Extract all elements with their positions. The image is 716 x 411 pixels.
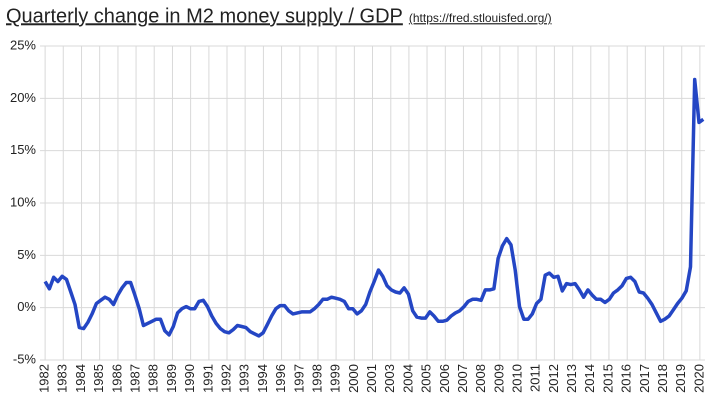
x-tick-label: 2010 xyxy=(509,364,524,393)
x-tick-label: 2008 xyxy=(473,364,488,393)
x-tick-label: 1982 xyxy=(37,364,52,393)
x-tick-label: 1987 xyxy=(128,364,143,393)
x-tick-label: 2012 xyxy=(546,364,561,393)
chart-title: Quarterly change in M2 money supply / GD… xyxy=(6,5,403,27)
x-tick-label: 2001 xyxy=(364,364,379,393)
x-tick-label: 2006 xyxy=(437,364,452,393)
x-tick-label: 2016 xyxy=(619,364,634,393)
x-tick-label: 1984 xyxy=(73,364,88,393)
x-tick-label: 1985 xyxy=(91,364,106,393)
data-line xyxy=(43,77,705,338)
y-tick-label: 20% xyxy=(10,90,36,105)
y-tick-label: 5% xyxy=(17,247,36,262)
x-tick-label: 2003 xyxy=(382,364,397,393)
x-tick-label: 2015 xyxy=(600,364,615,393)
x-tick-label: 2005 xyxy=(418,364,433,393)
x-tick-label: 2007 xyxy=(455,364,470,393)
x-tick-label: 2019 xyxy=(673,364,688,393)
x-tick-label: 1994 xyxy=(255,364,270,393)
y-tick-label: 0% xyxy=(17,299,36,314)
x-tick-label: 1999 xyxy=(328,364,343,393)
y-tick-label: 15% xyxy=(10,142,36,157)
x-tick-label: 1986 xyxy=(109,364,124,393)
x-tick-label: 2018 xyxy=(655,364,670,393)
x-tick-label: 2009 xyxy=(491,364,506,393)
x-tick-label: 1990 xyxy=(182,364,197,393)
x-tick-label: 2004 xyxy=(400,364,415,393)
x-tick-label: 2000 xyxy=(346,364,361,393)
x-tick-label: 1997 xyxy=(291,364,306,393)
y-tick-label: -5% xyxy=(13,351,37,366)
x-tick-label: 1983 xyxy=(55,364,70,393)
x-tick-label: 2013 xyxy=(564,364,579,393)
x-tick-label: 2011 xyxy=(528,364,543,392)
x-tick-label: 1989 xyxy=(164,364,179,393)
y-tick-label: 10% xyxy=(10,194,36,209)
x-tick-label: 2017 xyxy=(637,364,652,393)
chart-subtitle: (https://fred.stlouisfed.org/) xyxy=(409,11,552,25)
x-tick-label: 1992 xyxy=(218,364,233,393)
x-tick-label: 2020 xyxy=(691,364,706,393)
y-tick-label: 25% xyxy=(10,37,36,52)
x-tick-label: 1993 xyxy=(237,364,252,393)
x-tick-label: 1996 xyxy=(273,364,288,393)
x-tick-label: 1991 xyxy=(200,364,215,393)
x-tick-label: 1998 xyxy=(309,364,324,393)
x-tick-label: 1988 xyxy=(146,364,161,393)
x-tick-label: 2014 xyxy=(582,364,597,393)
